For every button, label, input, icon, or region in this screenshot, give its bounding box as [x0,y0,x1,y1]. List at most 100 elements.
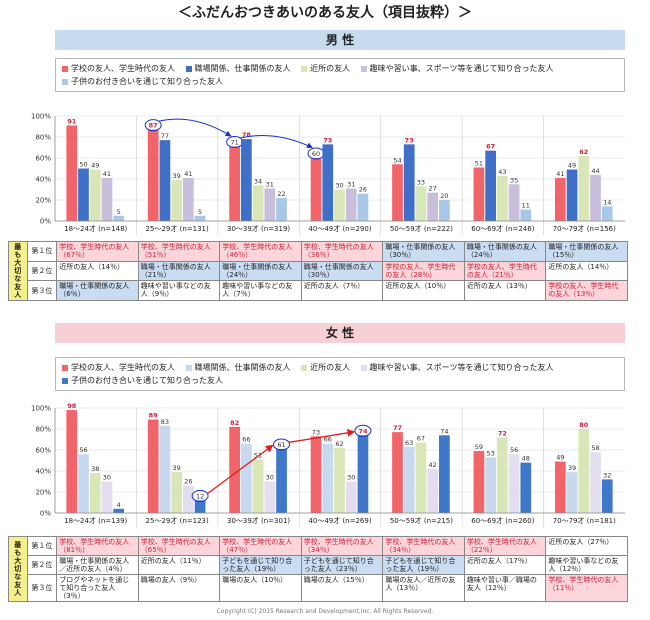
rank-text: 近所の友人（13％） [466,282,532,291]
rank-cell: 子どもを通じて知り合った友人（19％） [219,555,302,575]
trend-arrow [240,134,313,149]
male-legend: 学校の友人、学生時代の友人 職場関係、仕事関係の友人 近所の友人 趣味や習い事、… [55,58,625,92]
bar [101,177,113,221]
data-label: 72 [498,429,507,437]
rank-cell: 近所の友人（13％） [463,280,547,301]
x-tick-label: 18～24才 (n=148) [64,224,127,233]
rank-cell: 近所の友人（17％） [463,555,547,575]
highlight-circle [273,438,291,451]
data-label: 67 [486,143,495,151]
data-label: 34 [254,177,262,185]
bar [485,457,496,513]
rank-cell: 職場の友人（10％） [219,574,302,602]
data-label: 39 [173,464,181,472]
rank-text: 職場の友人／近所の友人（13％） [385,576,456,592]
rank-cell: 学校、学生時代の友人（34％） [300,536,384,556]
rank-cell: 近所の友人（7％） [300,280,384,301]
y-tick-label: 20% [35,489,51,497]
data-label: 82 [230,419,239,427]
x-tick-label: 60～69才 (n=246) [471,224,534,233]
bar [147,419,159,513]
data-label: 49 [91,162,99,170]
rank-label: 第３位 [26,574,58,602]
x-tick-label: 25～29才 (n=123) [146,516,209,525]
y-tick-label: 0% [40,218,51,226]
rank-text: 学校、学生時代の友人（34％） [385,538,456,554]
data-label: 32 [603,471,611,479]
rank-cell: ブログやネットを通じて知り合った友人（3％） [56,574,139,602]
data-label: 66 [324,436,332,444]
rank-cell: 趣味や習い事などの友人（12％） [545,555,628,575]
bar [345,188,357,221]
x-tick-label: 40～49才 (n=269) [308,516,371,525]
rank-cell: 職場・仕事関係の友人（15％） [545,241,628,262]
legend-item-kids: 子供のお付き合いを通じて知り合った友人 [62,374,223,387]
x-tick-label: 70～79才 (n=181) [553,516,616,525]
rank-cell: 学校、学生時代の友人（65％） [137,536,221,556]
bar [276,448,287,513]
bar [345,481,357,513]
bar [194,500,206,513]
bar [310,436,322,513]
legend-item-neighbor: 近所の友人 [301,361,350,374]
legend-item-neighbor: 近所の友人 [301,62,350,75]
trend-arrow [288,428,356,444]
rank-text: 職場・仕事関係の友人（30％） [385,243,456,259]
bar [147,129,159,221]
data-label: 91 [67,117,77,125]
data-label: 30 [103,474,111,482]
rank-text: 職場・仕事関係の友人／近所の友人（4％） [59,557,130,573]
rank-text: 近所の友人（7％） [303,282,365,291]
bar [496,437,508,513]
rank-cell: 職場・仕事関係の友人（24％） [463,241,547,262]
data-label: 38 [91,465,99,473]
bar [496,175,508,221]
rank-text: 職場・仕事関係の友人（24％） [222,262,293,279]
rank-cell: 近所の友人（14％） [56,260,139,282]
rank-text: 職場の友人（10％） [222,576,288,584]
data-label: 80 [579,421,589,429]
legend-item-work: 職場関係、仕事関係の友人 [185,62,291,75]
rank-cell: 職場の友人（15％） [300,574,384,602]
rank-label: 第２位 [26,555,58,575]
rank-text: 学校、学生時代の友人（36％） [303,243,374,259]
rank-text: 趣味や習い事などの友人（12％） [548,557,619,573]
female-ranking-table: 最も大切な友人 第１位 学校、学生時代の友人（81％） 学校、学生時代の友人（65… [8,536,628,602]
y-tick-label: 80% [35,134,51,142]
bar [322,144,334,221]
y-tick-label: 60% [35,447,51,455]
rank-cell: 学校、学生時代の友人（22％） [463,536,547,556]
bar [159,140,171,221]
data-label: 73 [405,136,414,144]
bar [183,177,194,221]
rank-cell: 学校、学生時代の友人（47％） [219,536,302,556]
rank-text: 近所の友人（27％） [548,538,614,546]
bar [508,184,520,221]
rank-text: 学校、学生時代の友人（65％） [140,538,211,554]
data-label: 74 [358,427,368,435]
bar [310,158,322,221]
data-label: 58 [591,444,599,452]
data-label: 41 [103,170,111,178]
data-label: 77 [393,424,402,432]
data-label: 77 [161,132,169,140]
legend-item-work: 職場関係、仕事関係の友人 [185,361,291,374]
x-tick-label: 40～49才 (n=290) [308,224,371,233]
bar [485,150,496,221]
y-tick-label: 60% [35,155,51,163]
data-label: 51 [475,159,483,167]
rank-text: 近所の友人（17％） [466,557,532,565]
bar [566,472,578,513]
rank-text: 学校、学生時代の友人（47％） [222,538,293,554]
rank-text: 学校、学生時代の友人（81％） [59,538,130,554]
bar [264,481,276,513]
rank-text: 学校、学生時代の友人（34％） [303,538,374,554]
y-tick-label: 80% [35,426,51,434]
data-label: 39 [568,464,576,472]
bar [334,447,345,513]
bar [101,481,113,513]
rank-cell: 学校、学生時代の友人（67％） [56,241,139,262]
bar [473,167,485,221]
rank-cell: 職場・仕事関係の友人（24％） [219,260,302,282]
bar [403,446,415,513]
